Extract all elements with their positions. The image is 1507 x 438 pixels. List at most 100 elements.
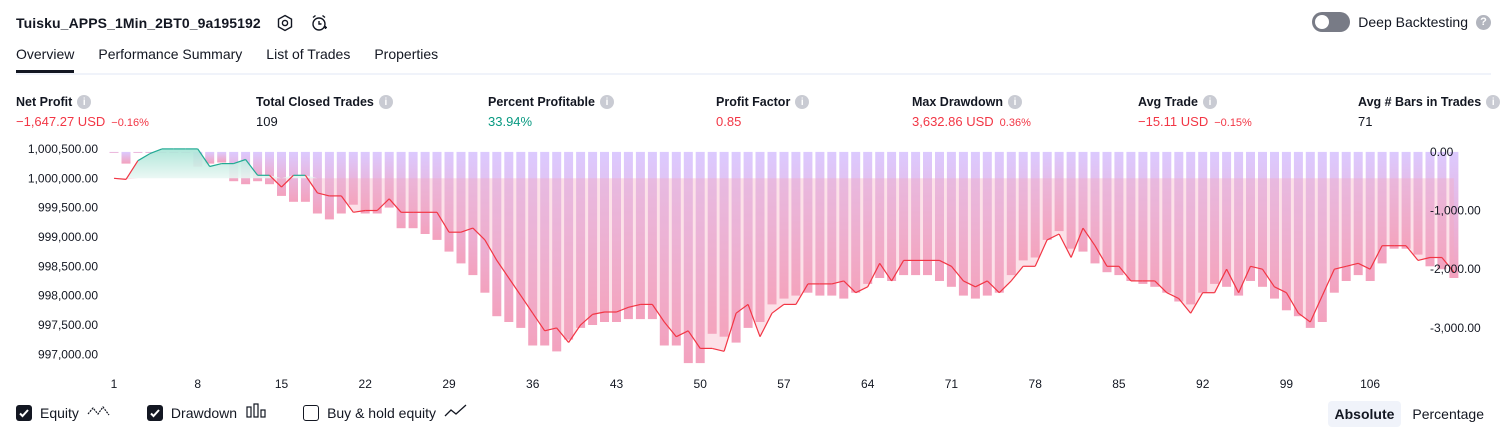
equity-segment [855,286,868,294]
info-icon[interactable]: i [795,95,810,109]
drawdown-bar [1258,151,1267,287]
drawdown-bar [1305,151,1315,328]
equity-segment [496,260,510,279]
metric-label: Percent Profitable [488,95,595,109]
equity-segment [651,304,665,323]
equity-segment [1214,268,1228,293]
drawdown-bar [647,151,657,320]
x-axis-tick: 43 [610,377,624,391]
equity-profit-area [114,148,1454,179]
legend-drawdown[interactable]: Drawdown [146,403,267,422]
left-axis-tick: 998,500.00 [38,259,98,273]
x-axis-tick: 57 [777,377,791,391]
tab-properties[interactable]: Properties [374,46,439,62]
drawdown-bar [1114,151,1124,276]
equity-segment [831,280,844,285]
drawdown-bar [731,151,741,343]
drawdown-bar [1270,151,1279,299]
drawdown-bar [911,151,921,276]
drawdown-bar [1317,151,1327,322]
drawdown-bar [982,151,992,296]
drawdown-bar [994,151,1004,293]
equity-segment [759,312,773,337]
metric-label: Net Profit [16,95,73,109]
x-axis-tick: 99 [1280,377,1294,391]
mode-absolute[interactable]: Absolute [1327,401,1402,427]
drawdown-bar [312,151,322,214]
chart-legend: Equity Drawdown Buy & hold equity [16,403,468,422]
drawdown-bar [1018,151,1028,261]
metric-value: 33.94% [488,114,533,129]
x-axis-tick: 29 [442,377,456,391]
equity-segment [1190,292,1204,314]
tab-overview[interactable]: Overview [16,46,75,73]
equity-segment [879,262,893,282]
legend-buy-hold[interactable]: Buy & hold equity [303,403,468,422]
equity-segment [269,174,282,188]
tabs-divider [16,73,1491,75]
alarm-clock-icon[interactable] [309,13,329,33]
equity-segment [1262,268,1275,288]
buy-hold-checkbox[interactable] [303,404,320,421]
equity-segment [520,295,534,314]
drawdown-bar [719,151,729,337]
equity-segment [1334,265,1347,270]
drawdown-bar [815,151,825,296]
tab-list-of-trades[interactable]: List of Trades [266,46,351,62]
equity-line [113,148,1455,352]
drawdown-bar [1437,151,1447,270]
equity-segment [472,227,486,241]
drawdown-bar [492,151,502,317]
right-axis-tick: 0.00 [1430,145,1454,159]
drawdown-bars [109,151,1459,364]
equity-segment [1405,245,1419,261]
drawdown-bar [1449,151,1459,278]
equity-segment [963,280,976,288]
drawdown-bar [1341,151,1351,281]
drawdown-bar [552,151,562,352]
equity-segment [532,312,546,332]
info-icon[interactable]: i [599,95,614,109]
equity-checkbox[interactable] [16,404,32,421]
drawdown-bar [887,151,897,281]
legend-equity[interactable]: Equity [16,403,111,422]
drawdown-bar [336,151,346,214]
info-icon[interactable]: i [378,95,393,109]
deep-backtesting-toggle[interactable] [1312,12,1351,32]
question-icon[interactable]: ? [1476,14,1491,30]
x-axis-tick: 15 [275,377,289,391]
equity-segment [388,198,402,213]
right-axis: 0.00 -1,000.00 -2,000.00 -3,000.00 [1430,145,1481,335]
metric-percent: −0.16% [111,117,149,129]
metric-avg-trade: Avg Trade i −15.11 USD −0.15% [1138,94,1252,129]
equity-segment [544,327,557,332]
equity-segment [556,327,570,343]
drawdown-bar [1030,151,1040,258]
drawdown-bar [265,151,274,185]
metric-percent: 0.36% [999,117,1031,129]
drawdown-bar [1222,151,1232,287]
info-icon[interactable]: i [1008,95,1022,109]
equity-segment [353,209,366,213]
info-icon[interactable]: i [77,95,92,109]
settings-icon[interactable] [275,13,295,33]
tab-performance-summary[interactable]: Performance Summary [98,46,243,62]
drawdown-checkbox[interactable] [146,404,163,421]
info-icon[interactable]: i [1486,95,1501,109]
mode-percentage[interactable]: Percentage [1412,406,1484,422]
equity-segment [1274,286,1287,294]
metric-avg-bars: Avg # Bars in Trades i 71 [1358,94,1501,129]
drawdown-bar [277,151,286,196]
metric-label: Profit Factor [716,95,791,109]
info-icon[interactable]: i [1202,95,1217,109]
drawdown-bar [384,151,394,208]
metric-label: Avg # Bars in Trades [1358,95,1482,109]
equity-drawdown-chart[interactable]: 1,000,500.00 1,000,000.00 999,500.00 999,00… [0,138,1507,398]
buy-hold-line-icon [444,403,468,422]
equity-segment [1441,257,1455,273]
drawdown-bar [1246,151,1255,281]
drawdown-bar [109,151,119,153]
drawdown-bar [707,151,717,334]
equity-segment [1309,295,1323,323]
right-axis-tick: -1,000.00 [1430,204,1481,218]
